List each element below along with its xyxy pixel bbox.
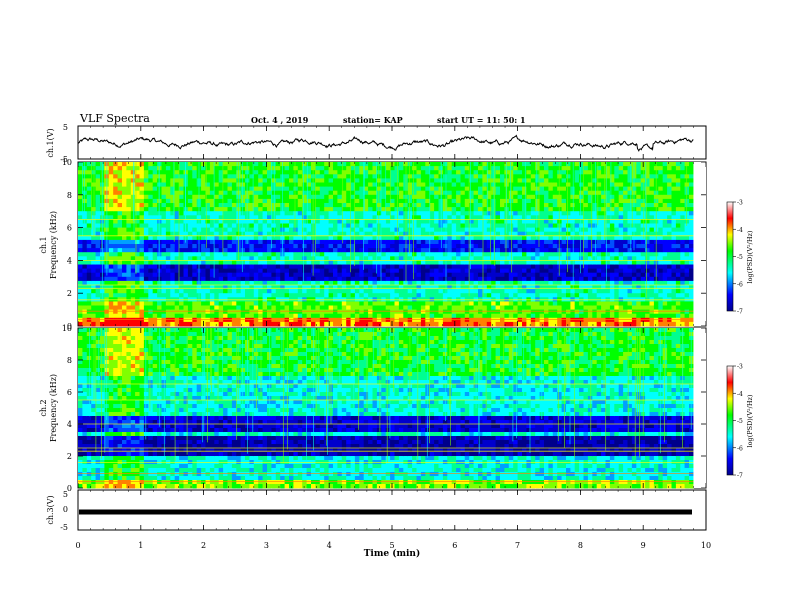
ch1-waveform-line <box>77 134 694 152</box>
ch1-ytick-5: 5 <box>63 123 68 132</box>
ch1-spec-ylabel: Frequency (kHz) <box>49 211 58 279</box>
time-tick-label: 3 <box>264 541 269 550</box>
cb1ticks-label: -7 <box>737 309 743 316</box>
cb2ticks-label: -5 <box>737 418 743 425</box>
cb2ticks-label: -4 <box>737 391 743 398</box>
yt1-tick-label: 8 <box>67 191 72 200</box>
time-axis: 0 1 2 3 4 5 6 7 8 9 10 <box>75 126 711 550</box>
yt2-tick-label: 0 <box>67 484 72 493</box>
yt1-tick-label: 4 <box>67 256 72 265</box>
cb1ticks-label: -6 <box>737 281 743 288</box>
cb2ticks-label: -6 <box>737 445 743 452</box>
chart-station: station= KAP <box>343 115 403 125</box>
yt2-tick-label: 4 <box>67 420 72 429</box>
ch2-spec-ylabel: Frequency (kHz) <box>49 374 58 442</box>
time-tick-label: 9 <box>641 541 646 550</box>
chart-start-time: start UT = 11: 50: 1 <box>437 115 526 125</box>
ch2-colorbar <box>726 365 734 476</box>
chart-date: Oct. 4 , 2019 <box>251 115 309 125</box>
cb2ticks-label: -3 <box>737 364 743 371</box>
yt1-tick-label: 10 <box>62 158 72 167</box>
yt1-tick-label: 0 <box>67 322 72 331</box>
yt2-tick-label: 2 <box>67 452 72 461</box>
ch1-colorbar-ticks: -3 -4 -5 -6 -7 <box>733 200 743 316</box>
time-tick-label: 0 <box>75 541 80 550</box>
time-tick-label: 10 <box>701 541 711 550</box>
cb1ticks-label: -3 <box>737 200 743 207</box>
ch1-spectrogram-image <box>78 162 706 327</box>
yt2-tick-label: 10 <box>62 324 72 333</box>
ch2-colorbar-label: log(PSD)(V²/Hz) <box>746 394 754 447</box>
ch1-waveform-frame <box>77 125 707 160</box>
time-tick-label: 1 <box>138 541 143 550</box>
cb1ticks-label: -5 <box>737 254 743 261</box>
ch1-colorbar-label: log(PSD)(V²/Hz) <box>746 230 754 283</box>
ch3-ytick-5: 5 <box>63 490 68 499</box>
yt2-tick-label: 8 <box>67 356 72 365</box>
ch1-ylabel: ch.1(V) <box>46 128 55 157</box>
ch3-ylabel: ch.3(V) <box>46 495 55 524</box>
yt1-tick-label: 2 <box>67 289 72 298</box>
time-tick-label: 8 <box>578 541 583 550</box>
ch3-waveform-panel: 5 0 -5 ch.3(V) 0 1 2 3 4 5 6 7 8 9 10 Time (min) <box>46 126 711 559</box>
time-tick-label: 7 <box>515 541 520 550</box>
ch1-spectrogram-yaxis: 0 2 4 6 8 10 <box>62 158 706 331</box>
ch3-ytick-neg5: -5 <box>60 523 68 532</box>
time-tick-label: 6 <box>452 541 457 550</box>
cb1ticks-label: -4 <box>737 227 743 234</box>
time-axis-label: Time (min) <box>364 548 421 559</box>
ch3-ytick-0: 0 <box>63 505 68 514</box>
yt2-tick-label: 6 <box>67 388 72 397</box>
ch1-ytick-neg5: -5 <box>60 155 68 164</box>
cb2ticks-label: -7 <box>737 473 743 480</box>
ch1-colorbar <box>726 201 734 312</box>
chart-title: VLF Spectra <box>80 112 150 125</box>
ch2-spectrogram-image <box>78 328 706 489</box>
time-tick-label: 4 <box>327 541 332 550</box>
ch2-colorbar-ticks: -3 -4 -5 -6 -7 <box>733 364 743 480</box>
ch2-spec-ylabel-channel: ch.2 <box>39 399 48 416</box>
time-tick-label: 5 <box>389 541 394 550</box>
ch2-spectrogram-yaxis: 0 2 4 6 8 10 <box>62 324 706 493</box>
ch1-spec-ylabel-channel: ch.1 <box>39 236 48 253</box>
ch1-waveform-panel: 5 -5 ch.1(V) <box>46 123 707 164</box>
time-tick-label: 2 <box>201 541 206 550</box>
yt1-tick-label: 6 <box>67 224 72 233</box>
